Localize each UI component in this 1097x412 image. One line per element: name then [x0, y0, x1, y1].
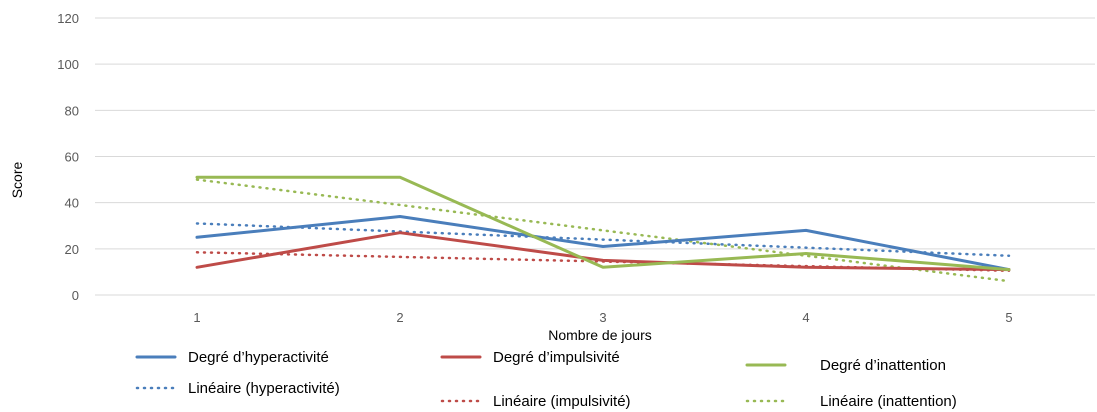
y-tick-label: 60 [65, 150, 79, 165]
legend-label: Degré d’impulsivité [493, 349, 620, 366]
x-tick-label: 3 [599, 310, 606, 325]
y-axis-title: Score [9, 162, 25, 199]
y-tick-label: 120 [57, 11, 79, 26]
series-line [195, 215, 1011, 272]
x-tick-label: 4 [802, 310, 809, 325]
y-tick-label: 0 [72, 288, 79, 303]
series-line [195, 231, 1011, 272]
legend-label: Degré d’inattention [820, 357, 946, 374]
series-lines [195, 175, 1011, 283]
legend-label: Linéaire (hyperactivité) [188, 380, 340, 397]
y-tick-label: 40 [65, 196, 79, 211]
gridlines [95, 17, 1095, 296]
series-line [195, 222, 1011, 258]
y-tick-label: 20 [65, 242, 79, 257]
x-tick-label: 5 [1005, 310, 1012, 325]
legend-label: Linéaire (inattention) [820, 393, 957, 410]
y-axis-ticks: 0 20 40 60 80 100 120 [57, 11, 79, 303]
x-axis-ticks: 1 2 3 4 5 [193, 310, 1012, 325]
legend-label: Degré d’hyperactivité [188, 349, 329, 366]
legend-label: Linéaire (impulsivité) [493, 393, 631, 410]
legend: Degré d’hyperactivité Degré d’impulsivité… [135, 349, 957, 410]
y-tick-label: 100 [57, 57, 79, 72]
x-tick-label: 1 [193, 310, 200, 325]
x-axis-title: Nombre de jours [548, 327, 652, 343]
x-tick-label: 2 [396, 310, 403, 325]
y-tick-label: 80 [65, 103, 79, 118]
series-line [195, 175, 1011, 272]
